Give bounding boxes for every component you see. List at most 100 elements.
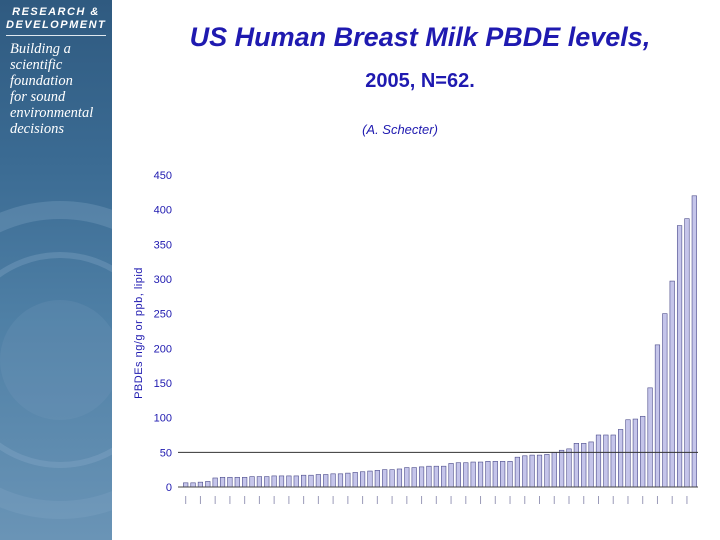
bars	[183, 195, 697, 488]
bar	[345, 472, 351, 488]
bar	[529, 454, 535, 488]
bar	[301, 474, 307, 488]
y-tick-label: 250	[154, 309, 172, 321]
bar	[271, 475, 277, 488]
bar	[249, 476, 255, 488]
y-tick-label: 200	[154, 343, 172, 355]
bar	[669, 280, 675, 488]
bar	[522, 455, 528, 488]
bar	[647, 387, 653, 488]
bar	[426, 465, 432, 488]
y-tick-label: 0	[166, 482, 172, 494]
bar	[573, 443, 579, 488]
bar	[500, 461, 506, 488]
bar	[256, 476, 262, 488]
tagline-line-1: Building a	[10, 41, 71, 57]
bar	[219, 476, 226, 488]
bar	[227, 476, 233, 488]
bar	[691, 195, 697, 488]
y-tick-label: 50	[160, 447, 172, 459]
bar	[551, 452, 557, 488]
bar	[441, 465, 447, 488]
y-tick-label: 100	[154, 413, 172, 425]
bar	[566, 448, 572, 488]
bar	[625, 419, 631, 488]
bar	[418, 466, 425, 488]
bar	[212, 477, 218, 488]
bar	[337, 473, 344, 488]
tagline-line-4: for sound	[10, 89, 66, 105]
tagline-line-6: decisions	[10, 121, 64, 137]
tagline-line-2: scientific	[10, 57, 63, 73]
bar	[360, 471, 366, 488]
bar	[654, 344, 661, 488]
bar	[308, 474, 314, 488]
bar	[618, 429, 624, 488]
org-line-1: RESEARCH &	[12, 6, 100, 18]
y-tick-label: 450	[154, 170, 172, 182]
y-tick-label: 150	[154, 378, 172, 390]
tagline-line-3: foundation	[10, 73, 73, 89]
bar	[559, 449, 565, 488]
org-line-2: DEVELOPMENT	[6, 19, 107, 31]
sidebar-banner: RESEARCH & DEVELOPMENT Building a scient…	[0, 0, 112, 540]
bar	[455, 462, 462, 488]
bar	[581, 443, 587, 488]
bar	[234, 476, 240, 488]
tagline-line-5: environmental	[10, 105, 94, 121]
bar	[536, 454, 543, 488]
bar	[603, 434, 609, 488]
bar	[463, 462, 469, 488]
research-development-logo: RESEARCH & DEVELOPMENT Building a scient…	[6, 6, 106, 137]
bar	[404, 467, 410, 488]
bar	[676, 225, 683, 488]
bar	[632, 418, 638, 488]
bar	[352, 472, 358, 488]
y-axis-label: PBDEs ng/g or ppb, lipid	[133, 267, 145, 399]
slide-subtitle-year: 2005, N=62.	[365, 70, 475, 92]
bar	[278, 475, 285, 488]
bar	[367, 470, 373, 488]
bar	[205, 481, 211, 488]
bar	[197, 481, 204, 488]
bar	[264, 476, 270, 488]
divider	[6, 35, 106, 36]
epa-seal-watermark	[0, 201, 112, 519]
bar	[374, 470, 380, 488]
bar	[662, 313, 668, 488]
bar	[183, 482, 189, 488]
y-axis-ticks: 0 50 100 150 200 250 300 350 400 450	[154, 170, 172, 494]
y-tick-label: 400	[154, 205, 172, 217]
bar	[293, 475, 299, 488]
bar	[411, 467, 417, 488]
bar	[448, 463, 454, 488]
bar	[640, 415, 646, 488]
bar	[389, 469, 395, 488]
bar	[190, 482, 196, 488]
bar	[323, 474, 329, 488]
x-axis-ticks	[185, 496, 688, 504]
bar	[595, 434, 602, 488]
bar	[492, 461, 498, 488]
bar	[610, 434, 616, 488]
bar	[507, 461, 513, 488]
slide-title: US Human Breast Milk PBDE levels,	[189, 22, 651, 52]
bar	[477, 461, 484, 488]
bar	[315, 474, 321, 488]
bar	[684, 218, 690, 488]
attribution: (A. Schecter)	[362, 122, 438, 137]
bar	[242, 476, 248, 488]
bar	[382, 469, 388, 488]
bar	[544, 454, 550, 488]
bar	[514, 456, 520, 488]
bar	[396, 468, 403, 488]
bar	[433, 465, 439, 488]
bar	[330, 473, 336, 488]
bar	[470, 461, 476, 488]
y-tick-label: 300	[154, 274, 172, 286]
bar	[588, 441, 594, 488]
bar	[485, 461, 491, 488]
y-tick-label: 350	[154, 239, 172, 251]
bar	[286, 475, 292, 488]
